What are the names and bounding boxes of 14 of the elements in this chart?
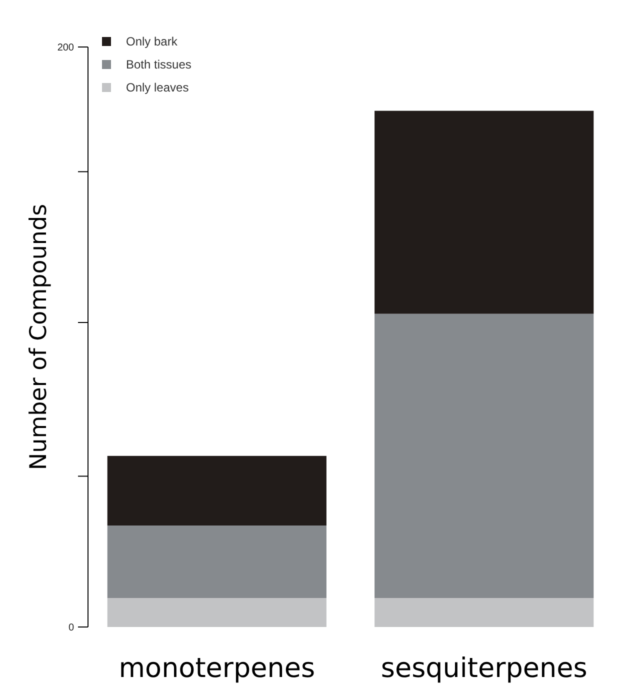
x-tick-label: sesquiterpenes [380, 653, 588, 684]
legend-label: Both tissues [126, 58, 192, 72]
y-tick-label: 200 [57, 42, 74, 54]
y-axis-title: Number of Compounds [26, 204, 52, 470]
legend-label: Only leaves [126, 80, 189, 95]
y-tick-label: 0 [68, 622, 74, 634]
bar [374, 598, 594, 627]
x-tick-label: monoterpenes [118, 653, 316, 684]
bar [107, 456, 326, 526]
bar [374, 314, 594, 598]
bar [107, 526, 326, 598]
bar [374, 110, 594, 314]
bar [107, 598, 326, 627]
legend-label: Only bark [126, 34, 178, 49]
